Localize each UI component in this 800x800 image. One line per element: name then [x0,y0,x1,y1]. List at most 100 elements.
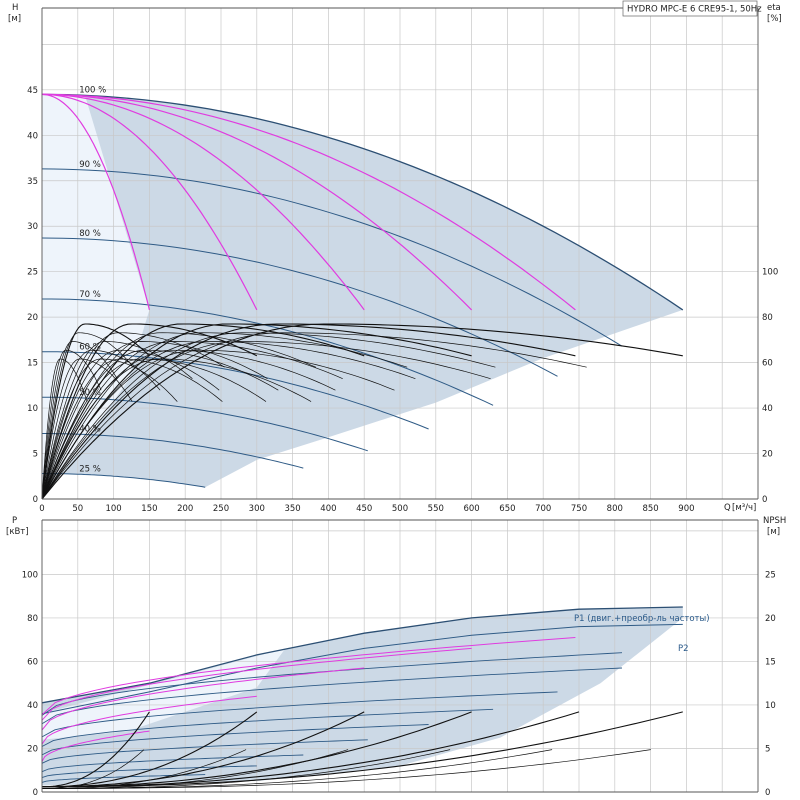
h-tick-label: 35 [27,177,38,187]
p2-curve [41,623,683,715]
eta-curve [41,341,343,500]
speed-curve [41,237,558,377]
h-tick-label: 15 [27,359,38,369]
eta-tick-label: 40 [762,404,773,414]
p-curves [41,606,683,789]
q-tick-label: 400 [320,504,336,514]
p-operating-area-fill [42,607,683,786]
h-grid [42,8,758,499]
npsh-tick-label: 15 [765,657,776,667]
speed-label: 40 % [79,425,101,435]
speed-curve [41,168,623,347]
eta-curve [41,349,102,500]
npsh-tick-label: 5 [765,744,770,754]
power-speed-curve [41,765,257,779]
fewer-pumps-curve [41,93,150,311]
h-axis-label: H [12,3,18,13]
eta-tick-label: 60 [762,359,773,369]
eta-curve [41,323,150,500]
fewer-pumps-curve [41,93,365,311]
p-tick-labels: 0 20 40 60 80 100 0 5 10 15 20 25 [22,570,776,798]
npsh-curve [42,711,258,788]
eta-curve [41,358,88,500]
eta-curve [41,341,118,500]
q-tick-label: 500 [392,504,408,514]
speed-label: 50 % [79,388,101,398]
p1-curve [41,606,683,704]
power-speed-curve [41,691,558,738]
q-tick-label: 100 [105,504,121,514]
q-tick-label: 250 [213,504,229,514]
title-box [622,0,758,17]
q-tick-label: 850 [642,504,658,514]
eta-tick-label: 0 [762,495,767,505]
eta-curve [41,349,395,500]
fewer-pumps-curve [41,93,473,311]
eta-curve [41,341,268,500]
power-speed-curve [41,724,429,756]
speed-label: 90 % [79,160,101,170]
p-tick-label: 100 [22,570,38,580]
h-tick-label: 25 [27,268,38,278]
h-tick-label: 30 [27,222,38,232]
npsh-curve [42,711,683,788]
h-tick-label: 20 [27,313,38,323]
q-axis-label: Q [724,503,731,513]
h-tick-label: 45 [27,86,38,96]
eta-curve [41,341,491,500]
power-speed-curve [41,708,494,747]
q-tick-label: 200 [177,504,193,514]
p-tick-label: 20 [27,744,38,754]
p-tick-label: 60 [27,657,38,667]
p-axis-unit: [кВт] [6,527,29,537]
q-tick-label: 800 [607,504,623,514]
q-tick-label: 700 [535,504,551,514]
q-tick-label: 650 [499,504,515,514]
npsh-axis-unit: [м] [767,527,780,537]
power-fewer-pumps-curve [41,730,150,762]
speed-label: 70 % [79,290,101,300]
power-speed-curve [41,754,304,773]
npsh-tick-label: 0 [765,788,770,798]
q-tick-label: 450 [356,504,372,514]
h-tick-label: 10 [27,404,38,414]
eta-curve [41,358,312,500]
eta-axis-unit: [%] [767,14,782,24]
eta-curve [41,323,365,500]
speed-label: 60 % [79,343,101,353]
npsh-tick-label: 10 [765,701,776,711]
q-tick-label: 600 [463,504,479,514]
eta-curve [41,332,134,500]
p-tick-label: 0 [33,788,38,798]
q-tick-label: 750 [571,504,587,514]
speed-curve [41,93,684,311]
q-tick-label: 900 [678,504,694,514]
speed-curve [42,298,494,406]
npsh-axis-label: NPSH [763,516,786,526]
q-axis-unit: [м³/ч] [732,503,756,513]
power-speed-curve [41,739,368,764]
eta-curve [41,332,587,500]
h-tick-label: 5 [33,450,38,460]
eta-tick-label: 20 [762,450,773,460]
power-fewer-pumps-curve [41,637,576,716]
eta-curve [41,358,223,500]
fewer-pumps-curve [41,93,576,311]
p-tick-label: 40 [27,701,38,711]
h-curves [41,93,684,500]
q-tick-label: 550 [428,504,444,514]
speed-curve [42,473,206,488]
npsh-curve-reduced [42,749,145,789]
eta-tick-label: 100 [762,268,778,278]
chart-title: HYDRO MPC-E 6 CRE95-1, 50Hz [627,5,762,15]
npsh-curve [42,711,365,788]
h-tick-label: 0 [33,495,38,505]
q-tick-label: 150 [141,504,157,514]
p-operating-area [42,607,683,786]
power-fewer-pumps-curve [41,695,257,745]
p-tick-label: 80 [27,614,38,624]
p1-series-label: P1 (двиг.+преобр-ль частоты) [574,614,710,624]
eta-curve [41,323,683,500]
